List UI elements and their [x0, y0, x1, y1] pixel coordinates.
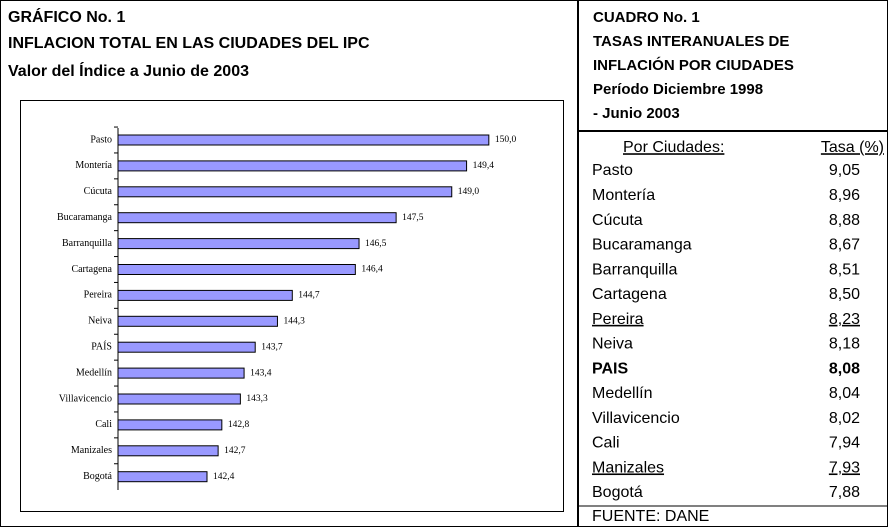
bar: [117, 212, 397, 224]
rate: 8,88: [829, 212, 860, 229]
table-title: INFLACIÓN POR CIUDADES: [593, 56, 794, 74]
city-name: Cúcuta: [592, 212, 643, 229]
rate: 8,50: [829, 286, 860, 303]
chart-frame: [20, 100, 564, 512]
bar: [117, 238, 360, 250]
category-label: Medellín: [76, 367, 112, 378]
category-label: Bucaramanga: [57, 212, 113, 223]
category-label: Neiva: [88, 316, 112, 327]
bar: [117, 341, 256, 353]
category-label: Barranquilla: [62, 238, 113, 249]
chart-subtitle: INFLACION TOTAL EN LAS CIUDADES DEL IPC: [8, 35, 370, 52]
city-name: Cartagena: [592, 286, 667, 303]
bar: [117, 419, 223, 431]
bar: [117, 445, 219, 457]
rate: 7,93: [829, 459, 860, 476]
rate: 8,08: [829, 360, 860, 377]
city-name: Bucaramanga: [592, 237, 692, 254]
rate: 9,05: [829, 162, 860, 179]
rate: 8,04: [829, 385, 860, 402]
value-label: 143,4: [250, 368, 272, 378]
value-label: 142,7: [224, 446, 246, 456]
city-name: Pasto: [592, 162, 633, 179]
rate: 8,96: [829, 187, 860, 204]
category-label: PAÍS: [91, 340, 112, 352]
bar: [117, 160, 468, 172]
rate: 7,88: [829, 484, 860, 501]
value-label: 146,5: [365, 239, 387, 249]
value-label: 144,7: [298, 291, 320, 301]
category-label: Manizales: [71, 445, 112, 456]
value-label: 142,4: [213, 472, 235, 482]
bar: [117, 471, 208, 483]
value-label: 144,3: [283, 316, 305, 326]
category-label: Pereira: [84, 290, 113, 301]
table-title: TASAS INTERANUALES DE: [593, 33, 789, 50]
value-label: 149,0: [458, 187, 480, 197]
value-label: 143,3: [246, 394, 268, 404]
bar: [117, 186, 453, 198]
bar: [117, 315, 278, 327]
value-label: 146,4: [361, 265, 383, 275]
value-label: 149,4: [473, 161, 495, 171]
city-name: PAIS: [592, 360, 628, 377]
city-name: Villavicencio: [592, 410, 680, 427]
source: FUENTE: DANE: [592, 508, 709, 525]
bar: [117, 134, 490, 146]
city-name: Bogotá: [592, 484, 643, 501]
value-label: 142,8: [228, 420, 250, 430]
table-title: - Junio 2003: [593, 105, 680, 122]
city-name: Cali: [592, 435, 620, 452]
table-title: CUADRO No. 1: [593, 9, 700, 26]
bar: [117, 367, 245, 379]
city-name: Medellín: [592, 385, 652, 402]
city-name: Pereira: [592, 311, 644, 328]
rate: 7,94: [829, 435, 860, 452]
category-label: Cúcuta: [84, 186, 113, 197]
header-rate: Tasa (%): [821, 139, 884, 156]
rate: 8,18: [829, 336, 860, 353]
value-label: 147,5: [402, 213, 424, 223]
city-name: Neiva: [592, 336, 633, 353]
bar: [117, 264, 356, 275]
rate: 8,67: [829, 237, 860, 254]
bar: [117, 393, 241, 405]
category-label: Montería: [75, 160, 112, 171]
value-label: 143,7: [261, 342, 283, 352]
category-label: Cali: [95, 419, 112, 430]
bar: [117, 289, 293, 301]
city-name: Montería: [592, 187, 655, 204]
city-name: Manizales: [592, 459, 664, 476]
city-name: Barranquilla: [592, 261, 677, 278]
category-label: Villavicencio: [59, 393, 112, 404]
chart-caption: Valor del Índice a Junio de 2003: [8, 61, 249, 80]
category-label: Cartagena: [71, 264, 112, 275]
category-label: Bogotá: [83, 471, 112, 482]
chart-title: GRÁFICO No. 1: [8, 7, 125, 26]
header-city: Por Ciudades:: [623, 139, 724, 156]
category-label: Pasto: [90, 134, 112, 145]
rate: 8,51: [829, 261, 860, 278]
table-title: Período Diciembre 1998: [593, 81, 763, 98]
rate: 8,02: [829, 410, 860, 427]
rate: 8,23: [829, 311, 860, 328]
value-label: 150,0: [495, 135, 517, 145]
